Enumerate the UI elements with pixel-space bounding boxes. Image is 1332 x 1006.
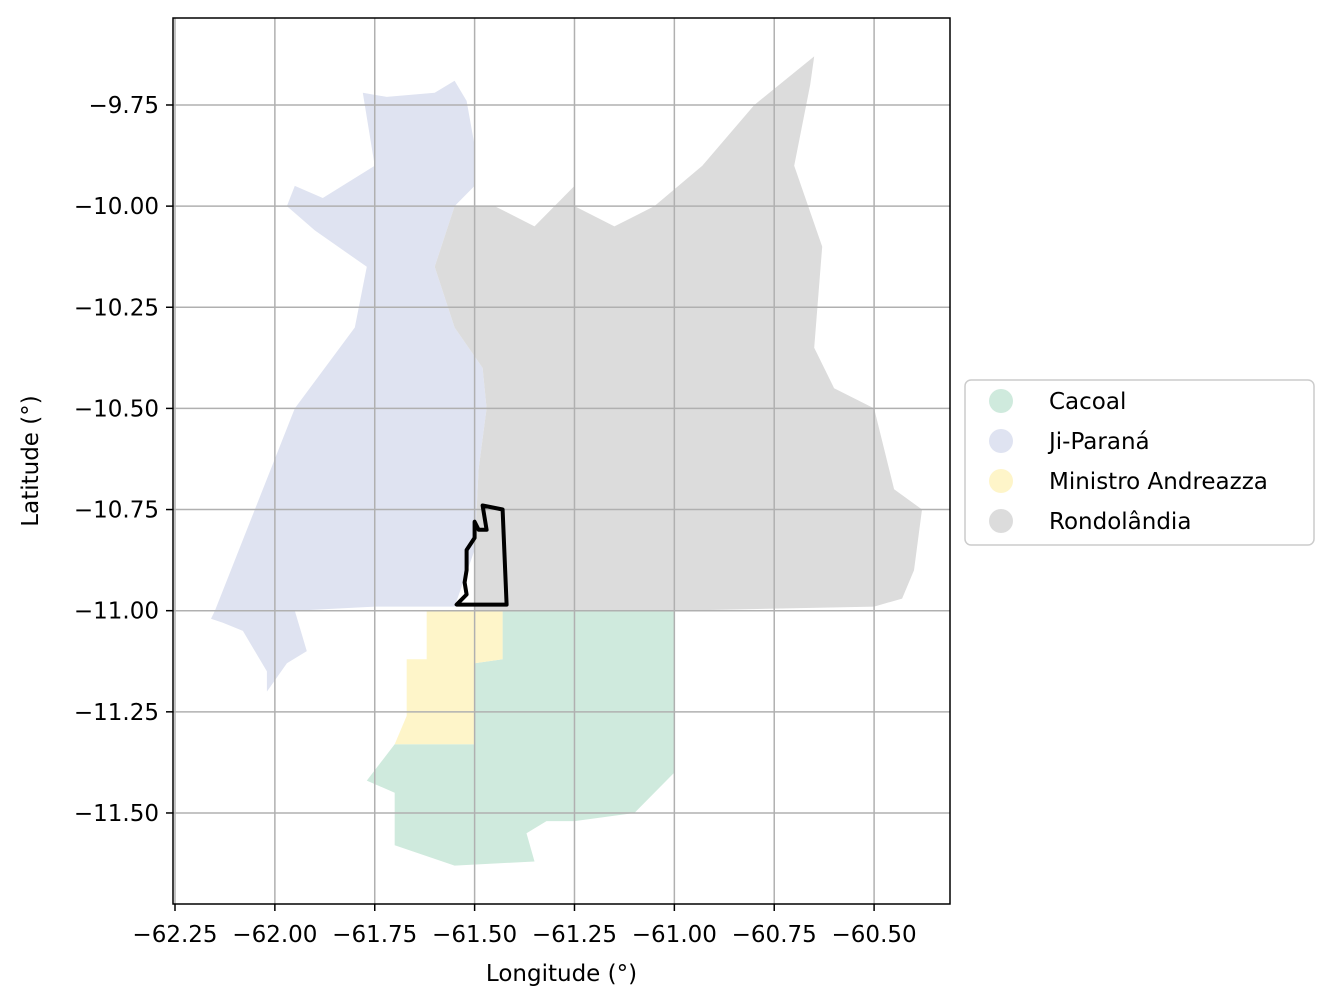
- x-tick-label: −61.00: [632, 922, 717, 948]
- y-tick-label: −10.75: [74, 498, 159, 524]
- legend-label-cacoal: Cacoal: [1049, 389, 1126, 415]
- plot-frame: [172, 17, 951, 905]
- region-ji-parana: [211, 80, 487, 692]
- y-axis-ticks: −9.75 −10.00 −10.25 −10.50 −10.75 −11.00 −11.2…: [74, 93, 173, 827]
- x-tick-label: −62.00: [232, 922, 317, 948]
- region-cacoal: [366, 610, 675, 866]
- legend: Cacoal Ji-Paraná Ministro Andreazza Rond…: [964, 379, 1315, 546]
- y-tick-label: −11.25: [74, 700, 159, 726]
- x-axis-label: Longitude (°): [486, 961, 637, 987]
- y-tick-label: −9.75: [89, 93, 159, 119]
- y-tick-label: −11.00: [74, 599, 159, 625]
- x-tick-label: −60.50: [832, 922, 917, 948]
- y-tick-label: −10.00: [74, 194, 159, 220]
- y-tick-label: −10.25: [74, 295, 159, 321]
- region-ministro-andreazza: [394, 610, 503, 745]
- highlight-layer: [454, 503, 509, 607]
- legend-frame: [964, 379, 1315, 546]
- legend-label-rondolandia: Rondolândia: [1049, 509, 1191, 535]
- regions-layer: [211, 56, 922, 866]
- legend-marker-cacoal: [989, 389, 1013, 413]
- highlighted-area-outline: [454, 503, 509, 607]
- region-rondolandia: [434, 56, 922, 611]
- x-tick-label: −60.75: [732, 922, 817, 948]
- x-tick-label: −61.75: [332, 922, 417, 948]
- x-tick-label: −61.50: [432, 922, 517, 948]
- x-tick-label: −62.25: [132, 922, 217, 948]
- y-axis-label: Latitude (°): [18, 395, 44, 526]
- x-axis-ticks: −62.25 −62.00 −61.75 −61.50 −61.25 −61.00 −60.…: [132, 904, 917, 948]
- legend-label-ji-parana: Ji-Paraná: [1047, 429, 1150, 455]
- y-tick-label: −10.50: [74, 396, 159, 422]
- y-tick-label: −11.50: [74, 801, 159, 827]
- grid-layer: [173, 18, 950, 904]
- x-tick-label: −61.25: [532, 922, 617, 948]
- legend-marker-rondolandia: [989, 509, 1013, 533]
- legend-marker-ji-parana: [989, 429, 1013, 453]
- legend-label-ministro-andreazza: Ministro Andreazza: [1049, 469, 1268, 495]
- legend-marker-ministro-andreazza: [989, 469, 1013, 493]
